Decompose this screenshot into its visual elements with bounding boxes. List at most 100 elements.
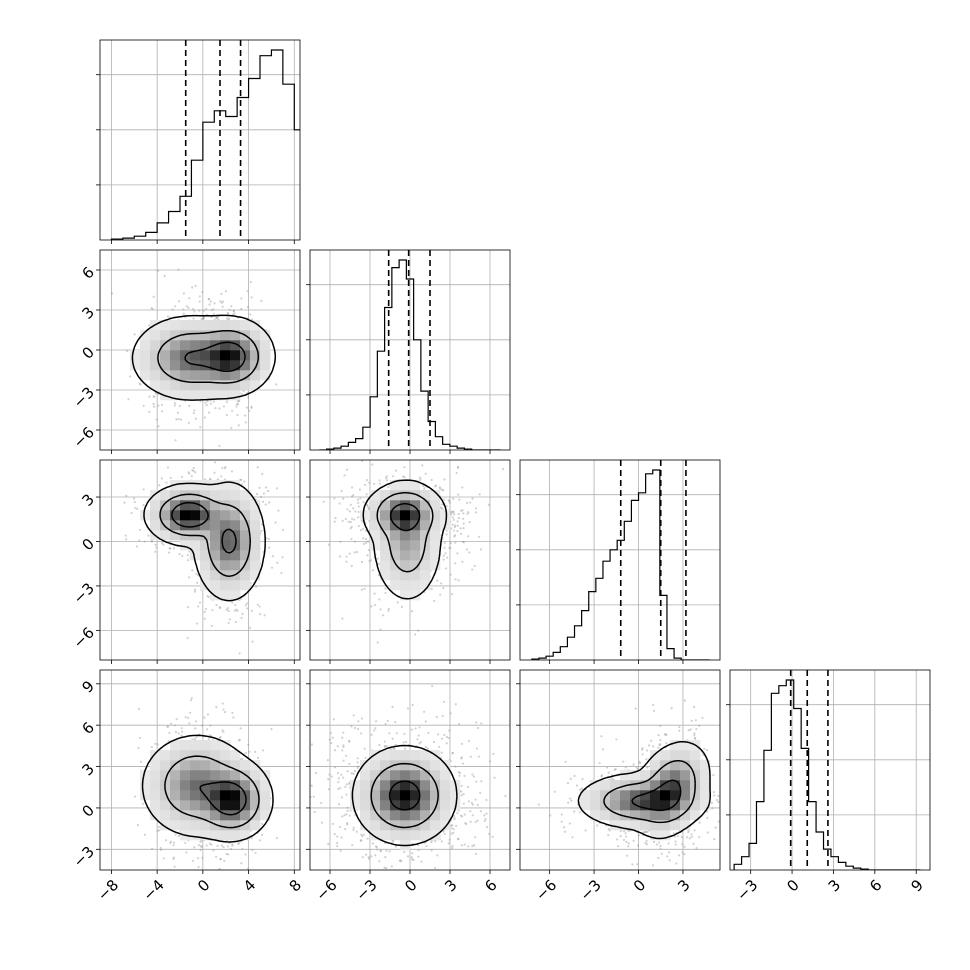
scatter-point — [222, 730, 225, 733]
density-cell — [220, 560, 231, 571]
scatter-point — [243, 480, 246, 483]
scatter-point — [263, 614, 266, 617]
scatter-point — [206, 594, 209, 598]
scatter-point — [154, 543, 157, 546]
scatter-point — [150, 540, 154, 543]
scatter-point — [232, 716, 235, 719]
contour-line — [159, 493, 251, 577]
density-cell — [150, 350, 161, 361]
scatter-point — [347, 520, 350, 523]
scatter-point — [443, 733, 446, 736]
scatter-point — [138, 382, 141, 385]
scatter-point — [350, 772, 353, 775]
panel-frame — [309, 459, 511, 661]
scatter-point — [302, 793, 304, 795]
scatter-point — [460, 844, 463, 847]
scatter-point — [189, 711, 192, 714]
scatter-point — [371, 842, 375, 845]
scatter-point — [143, 540, 146, 543]
scatter-point — [341, 736, 344, 739]
scatter-point — [370, 855, 373, 858]
scatter-point — [417, 734, 420, 737]
scatter-point — [184, 841, 187, 845]
panel-frame — [99, 249, 301, 451]
scatter-point — [169, 476, 172, 479]
scatter-point — [468, 520, 471, 524]
scatter-point — [326, 758, 329, 762]
scatter-point — [456, 838, 460, 841]
scatter-point — [176, 411, 180, 414]
scatter-point — [172, 841, 176, 844]
scatter-point — [212, 312, 215, 316]
scatter-point — [194, 471, 197, 474]
scatter-point — [261, 500, 265, 503]
scatter-point — [188, 472, 191, 475]
scatter-point — [484, 817, 487, 821]
density-cell — [150, 380, 161, 391]
density-cell — [250, 380, 261, 391]
scatter-point — [208, 734, 211, 737]
density-cell — [210, 550, 221, 561]
scatter-panel-2-0 — [96, 459, 301, 664]
scatter-point — [341, 617, 344, 620]
scatter-point — [254, 851, 257, 854]
scatter-point — [239, 727, 242, 730]
density-cell — [210, 390, 221, 401]
scatter-point — [126, 349, 129, 352]
scatter-point — [440, 840, 443, 843]
scatter-point — [198, 295, 202, 298]
scatter-point — [440, 488, 444, 491]
density-cell — [170, 740, 181, 751]
scatter-point — [456, 552, 459, 555]
contour-line — [376, 491, 434, 573]
density-cell — [220, 740, 231, 751]
density-cell — [380, 510, 391, 521]
density-cell — [210, 780, 221, 791]
scatter-point — [250, 296, 253, 299]
density-cell — [200, 500, 211, 511]
scatter-point — [462, 522, 465, 525]
scatter-point — [160, 541, 163, 545]
scatter-point — [155, 546, 158, 549]
scatter-point — [475, 721, 478, 724]
density-cell — [240, 810, 251, 821]
scatter-point — [400, 605, 404, 608]
scatter-point — [228, 317, 231, 320]
density-cell — [210, 520, 221, 531]
scatter-point — [154, 742, 157, 745]
scatter-point — [463, 843, 466, 846]
scatter-point — [461, 540, 465, 543]
scatter-point — [216, 316, 219, 319]
scatter-point — [450, 512, 453, 515]
scatter-point — [200, 845, 203, 849]
scatter-point — [450, 527, 453, 530]
density-cell — [220, 480, 231, 491]
scatter-point — [271, 555, 275, 558]
scatter-point — [264, 503, 267, 506]
scatter-point — [261, 749, 265, 752]
density-cell — [190, 800, 201, 811]
scatter-point — [474, 820, 477, 823]
scatter-point — [172, 857, 175, 860]
density-cell — [200, 830, 211, 841]
scatter-point — [141, 802, 144, 805]
scatter-point — [207, 738, 211, 741]
scatter-point — [340, 796, 344, 799]
density-cell — [240, 540, 251, 551]
density-cell — [160, 760, 171, 771]
density-cell — [170, 520, 181, 531]
density-cell — [150, 800, 161, 811]
density-cell — [220, 770, 231, 781]
scatter-point — [173, 724, 177, 727]
scatter-point — [178, 553, 181, 556]
density-cell — [390, 480, 401, 491]
density-cell — [210, 530, 221, 541]
scatter-point — [205, 404, 208, 407]
scatter-clip-group — [123, 460, 285, 655]
density-cell — [410, 530, 421, 541]
scatter-point — [348, 552, 351, 555]
scatter-point — [212, 849, 215, 852]
histogram-step-line — [319, 259, 501, 450]
scatter-point — [479, 810, 482, 813]
scatter-point — [159, 846, 162, 850]
